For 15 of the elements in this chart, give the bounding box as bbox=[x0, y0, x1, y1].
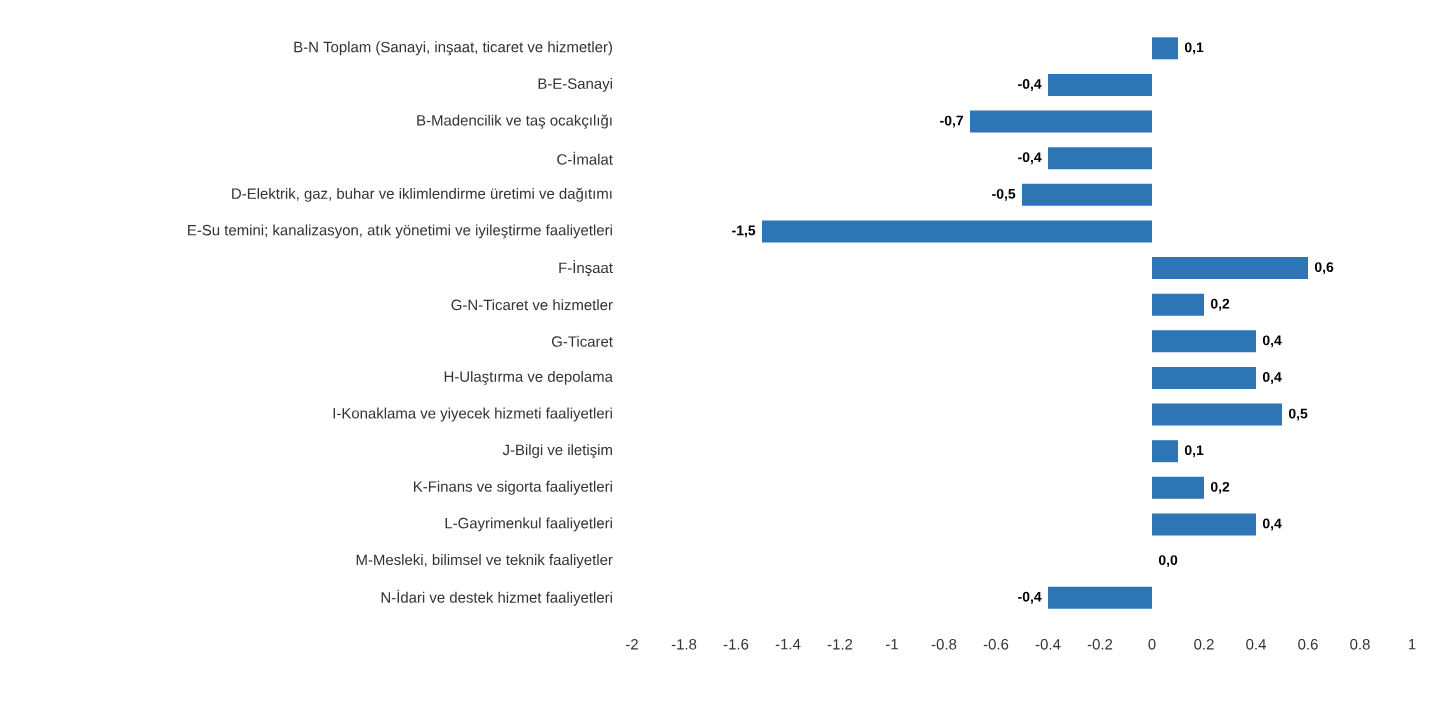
bar bbox=[1048, 147, 1153, 170]
bar bbox=[970, 110, 1153, 133]
bar bbox=[1152, 366, 1257, 389]
bar bbox=[1152, 293, 1205, 316]
bar bbox=[1022, 183, 1153, 206]
bar bbox=[1152, 403, 1283, 426]
bar bbox=[1152, 440, 1179, 463]
bar bbox=[1152, 37, 1179, 60]
bar bbox=[762, 220, 1153, 243]
bar bbox=[1048, 73, 1153, 96]
bar bbox=[1152, 257, 1309, 280]
bar bbox=[1152, 476, 1205, 499]
bar bbox=[1152, 513, 1257, 536]
bar bbox=[1152, 330, 1257, 353]
bar bbox=[1048, 586, 1153, 609]
